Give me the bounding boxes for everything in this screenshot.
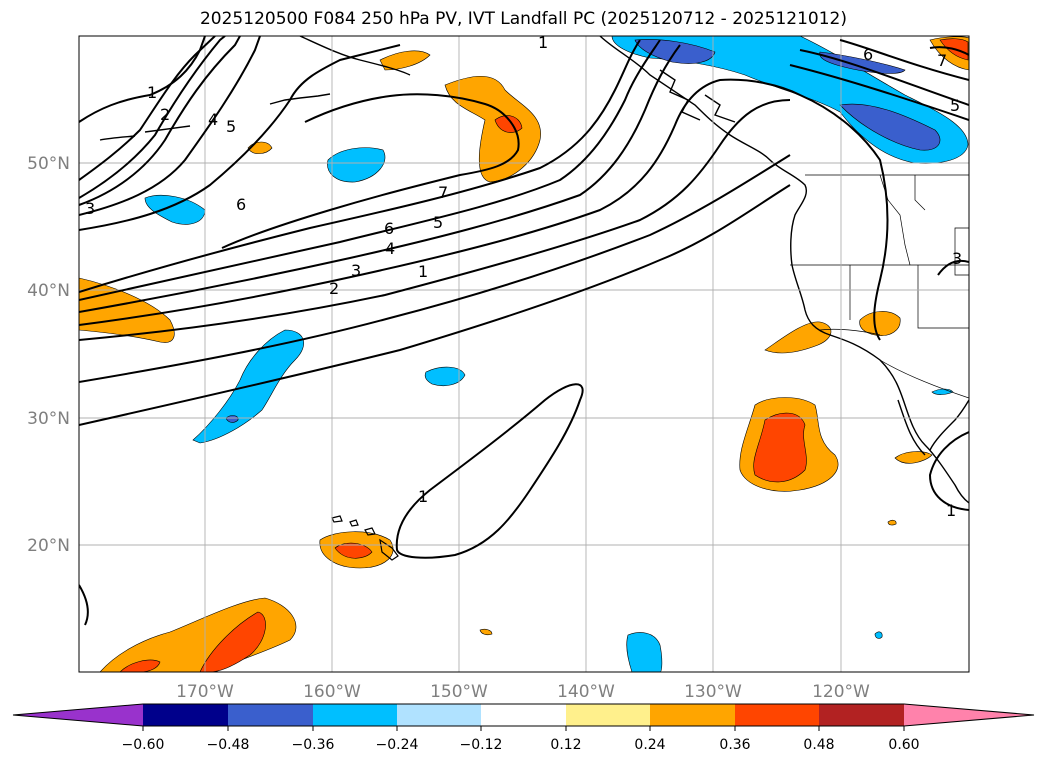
colorbar-tick-label: 0.48	[803, 737, 834, 753]
colorbar-tick-label: 0.24	[634, 737, 665, 753]
lon-label: 150°W	[430, 682, 488, 702]
contour-label: 6	[236, 195, 246, 214]
lat-label: 30°N	[27, 409, 70, 429]
contour-labels: 1 2 4 5 3 6 7 6 5 4 3 2 1 1 6 7 5 3 1 1	[85, 33, 962, 520]
lon-label: 130°W	[684, 682, 742, 702]
colorbar-segment	[143, 704, 228, 726]
colorbar-segment	[904, 704, 1034, 726]
contour-label: 2	[329, 279, 339, 298]
colorbar-tick-label: 0.36	[719, 737, 750, 753]
colorbar-segment	[819, 704, 904, 726]
colorbar-tick-label: −0.60	[122, 737, 165, 753]
contour-label: 5	[226, 117, 236, 136]
colorbar-segment	[13, 704, 143, 726]
map-frame	[78, 35, 970, 673]
colorbar-tick-label: −0.36	[292, 737, 335, 753]
contour-label: 7	[937, 51, 947, 70]
colorbar-segment	[735, 704, 819, 726]
contour-label: 5	[950, 96, 960, 115]
contour-label: 1	[538, 33, 548, 52]
colorbar-tick-label: −0.48	[207, 737, 250, 753]
contour-label: 1	[418, 262, 428, 281]
contour-label: 1	[418, 487, 428, 506]
contour-label: 3	[351, 261, 361, 280]
lon-label: 170°W	[176, 682, 234, 702]
map-title: 2025120500 F084 250 hPa PV, IVT Landfall…	[199, 9, 847, 29]
colorbar-segment	[228, 704, 313, 726]
contour-label: 2	[160, 105, 170, 124]
lon-label: 140°W	[557, 682, 615, 702]
colorbar-segment	[313, 704, 397, 726]
contour-label: 5	[433, 213, 443, 232]
latitude-labels: 50°N 40°N 30°N 20°N	[27, 154, 70, 556]
colorbar: −0.60 −0.48 −0.36 −0.24 −0.12 0.12 0.24 …	[12, 703, 1035, 753]
longitude-labels: 170°W 160°W 150°W 140°W 130°W 120°W	[176, 682, 870, 702]
colorbar-segment	[650, 704, 735, 726]
contour-label: 4	[208, 110, 218, 129]
colorbar-segment	[481, 704, 566, 726]
hawaii-islands	[331, 515, 399, 561]
colorbar-segment	[566, 704, 650, 726]
contour-label: 1	[946, 501, 956, 520]
lat-label: 20°N	[27, 536, 70, 556]
contour-label: 3	[85, 199, 95, 218]
contour-label: 4	[385, 239, 395, 258]
colorbar-tick-label: 0.12	[550, 737, 581, 753]
lat-label: 50°N	[27, 154, 70, 174]
contour-label: 1	[147, 83, 157, 102]
colorbar-tick-label: −0.12	[460, 737, 503, 753]
contour-label: 3	[952, 249, 962, 268]
colorbar-segment	[397, 704, 481, 726]
pv-contours	[79, 36, 969, 626]
lat-label: 40°N	[27, 281, 70, 301]
gridlines	[79, 36, 969, 672]
contour-label: 7	[438, 183, 448, 202]
colorbar-tick-label: −0.24	[376, 737, 419, 753]
contour-label: 6	[384, 219, 394, 238]
lon-label: 120°W	[812, 682, 870, 702]
contour-label: 6	[863, 45, 873, 64]
lon-label: 160°W	[303, 682, 361, 702]
colorbar-tick-label: 0.60	[888, 737, 919, 753]
